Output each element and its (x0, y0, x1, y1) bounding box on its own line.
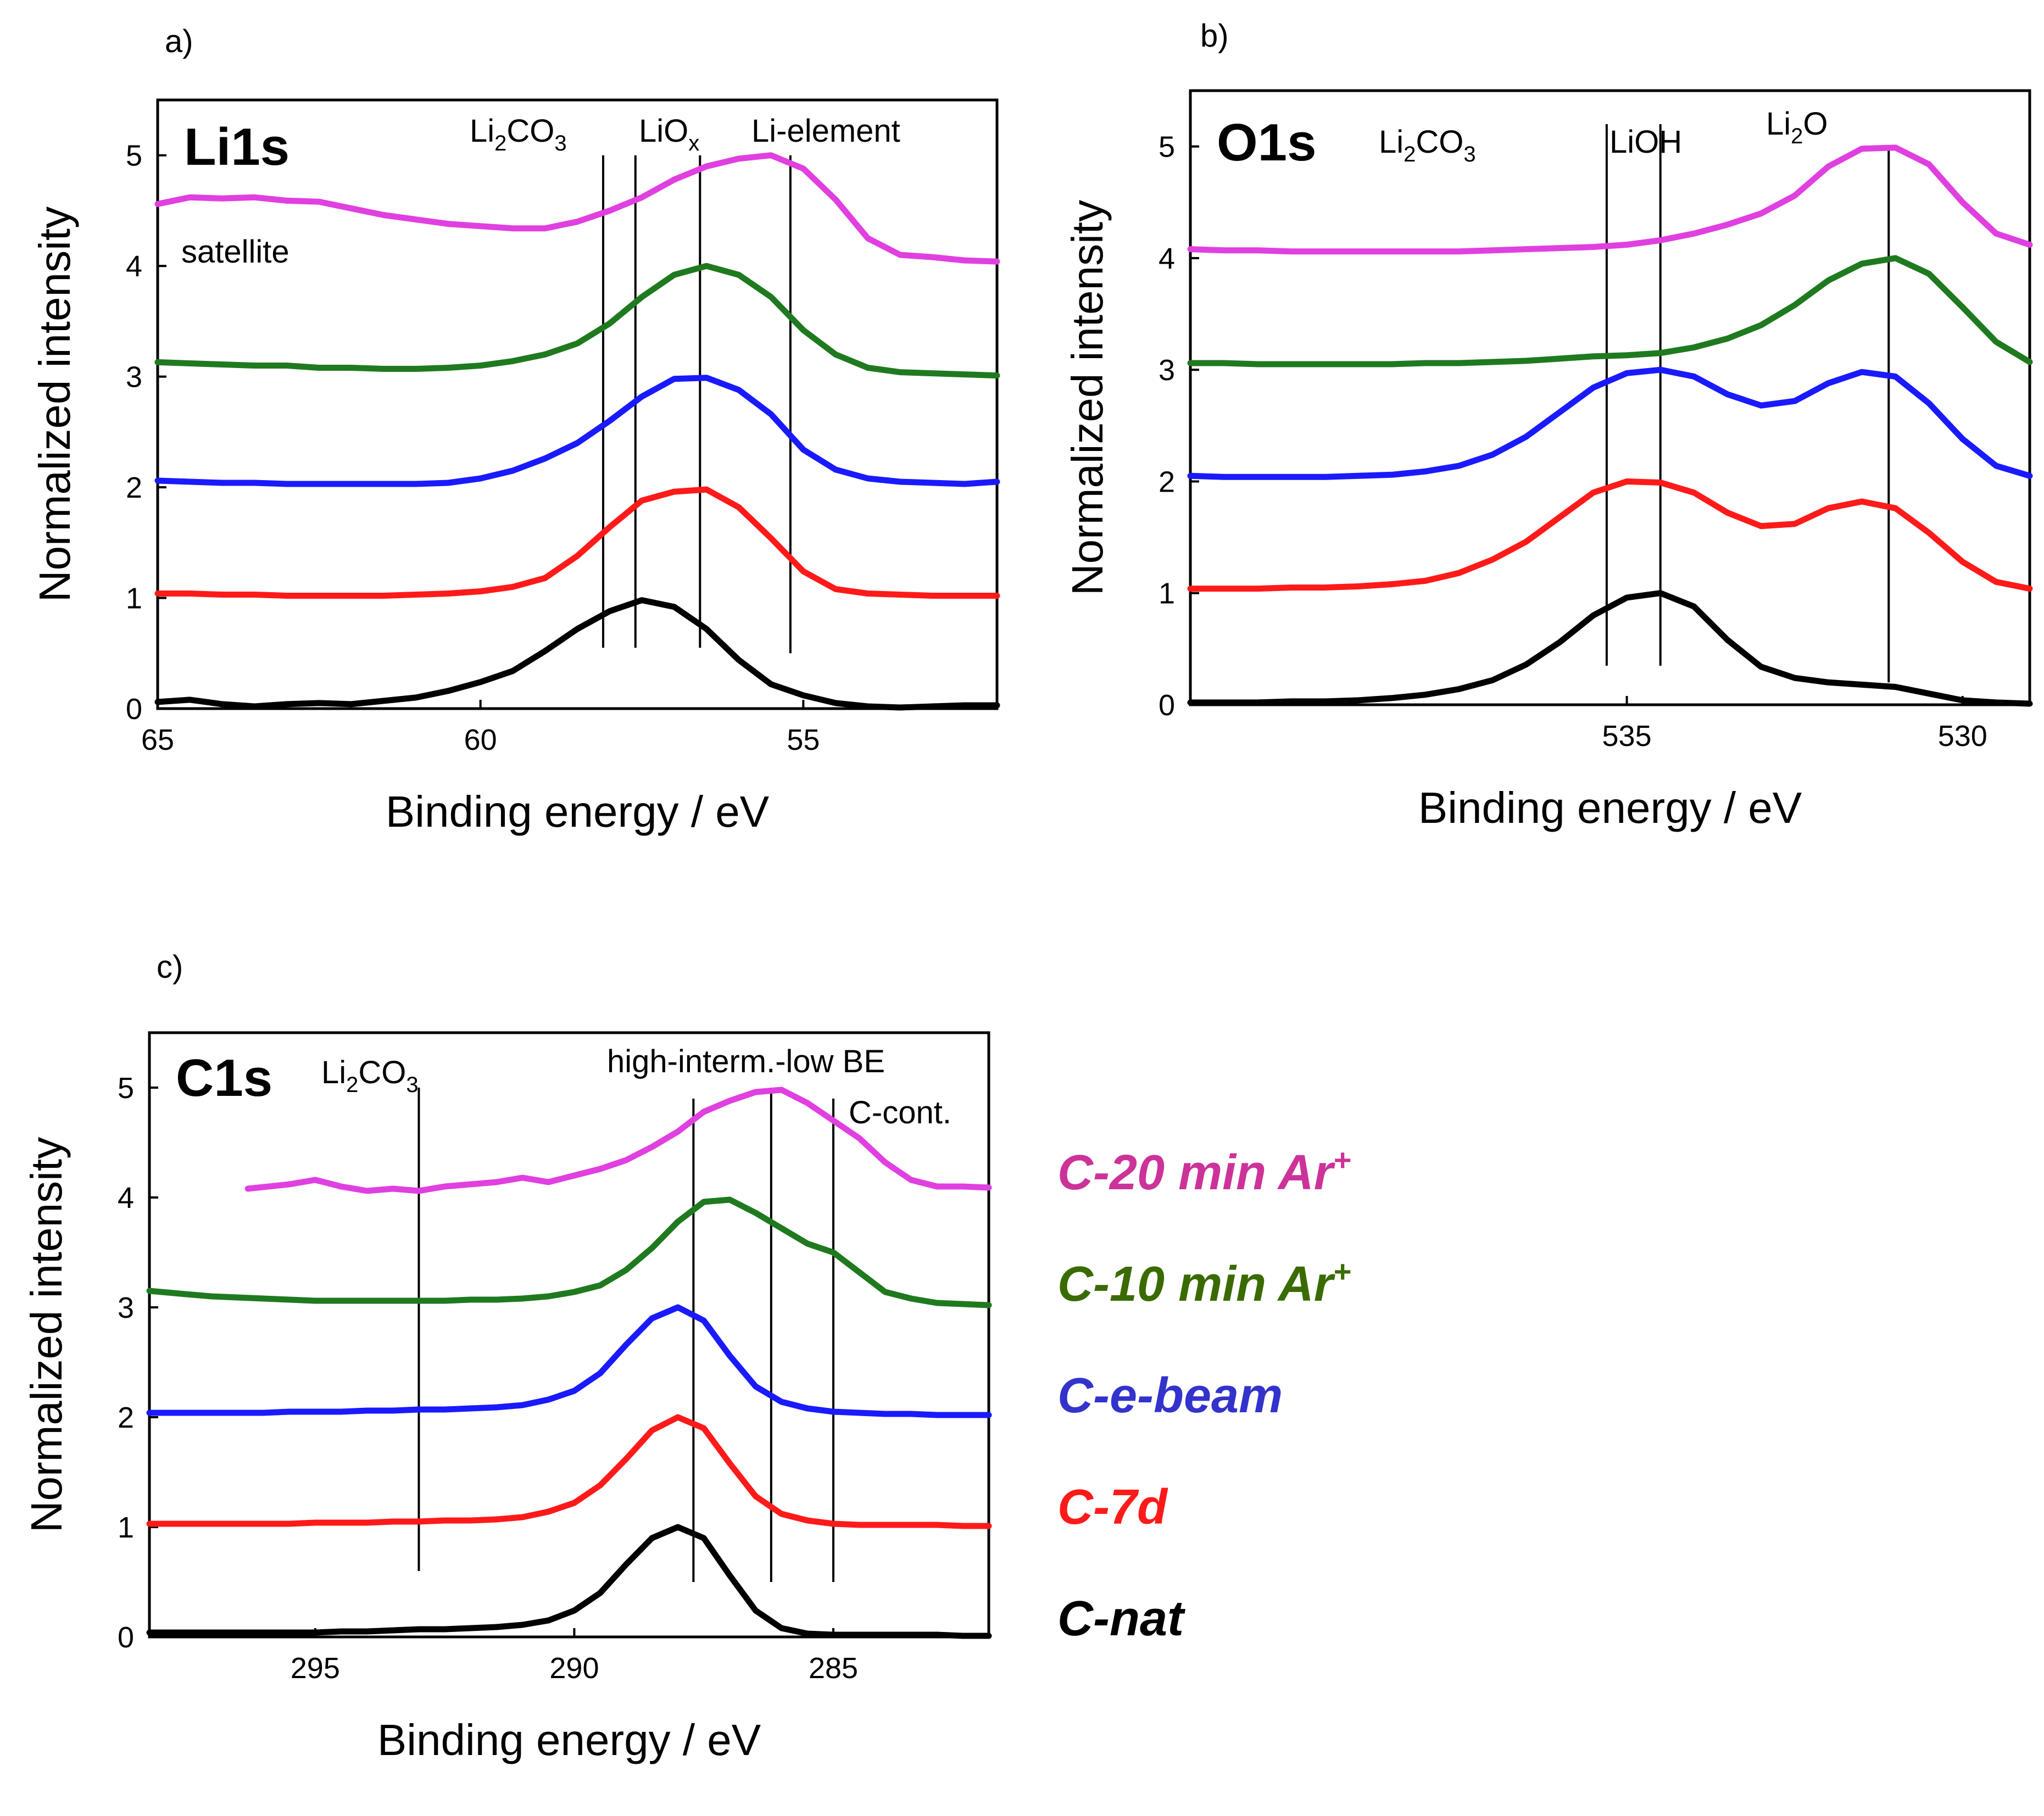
x-tick-label: 295 (291, 1652, 340, 1685)
peak-annotation: Li2CO3 (321, 1055, 419, 1097)
series-line-c-nat (154, 597, 1000, 711)
x-tick-label: 285 (809, 1652, 858, 1685)
legend-entry: C-20 min Ar+ (1057, 1143, 1351, 1200)
y-tick-label: 1 (126, 582, 142, 615)
y-axis-label: Normalized intensity (22, 1137, 71, 1533)
panel-label: a) (165, 24, 193, 59)
peak-annotation: LiOH (1609, 124, 1682, 160)
y-axis-label: Normalized intensity (30, 207, 79, 602)
series-line-c-20-min-ar- (154, 152, 1000, 265)
y-tick-label: 3 (118, 1291, 134, 1324)
plot-frame (1189, 89, 2031, 706)
y-tick-label: 4 (126, 250, 142, 283)
y-tick-label: 3 (126, 361, 142, 394)
series-line-c-7d (1187, 478, 2033, 592)
series-line-c-10-min-ar- (146, 1196, 992, 1308)
y-tick-label: 5 (126, 140, 142, 172)
y-tick-label: 5 (118, 1072, 134, 1105)
series-line-c-10-min-ar- (1187, 255, 2033, 367)
y-tick-label: 2 (1159, 465, 1175, 498)
y-tick-label: 4 (1159, 242, 1175, 275)
peak-annotation: LiOx (639, 113, 699, 155)
y-tick-label: 1 (1159, 577, 1175, 610)
series-line-c-20-min-ar- (244, 1087, 992, 1194)
y-tick-label: 0 (118, 1621, 134, 1654)
y-tick-label: 2 (118, 1401, 134, 1434)
series-line-c-e-beam (154, 375, 1000, 487)
series-line-c-e-beam (146, 1304, 992, 1418)
legend-entry: C-7d (1057, 1480, 1168, 1535)
series-line-c-e-beam (1187, 366, 2033, 480)
text-annotation: C-cont. (849, 1095, 951, 1130)
peak-annotation: Li2CO3 (470, 113, 567, 155)
legend-entry: C-nat (1057, 1591, 1186, 1646)
panel-li1s: a) 0 1 2 3 4 5 65 60 55 Binding energy / eV Normali… (30, 24, 1000, 836)
x-tick-label: 535 (1602, 720, 1652, 753)
panel-label: c) (157, 949, 183, 985)
panel-label: b) (1200, 18, 1229, 54)
panel-c1s: c) 0 1 2 3 4 5 295 290 285 Binding energy / eV Norm… (22, 949, 992, 1764)
y-tick-label: 3 (1159, 354, 1175, 387)
series-line-c-7d (154, 486, 1000, 599)
peak-annotation: Li-element (751, 113, 900, 149)
peak-annotation: Li2CO3 (1379, 124, 1476, 166)
x-tick-label: 290 (549, 1652, 599, 1685)
peak-annotation: Li2O (1766, 106, 1828, 148)
legend: C-20 min Ar+ C-10 min Ar+ C-e-beam C-7d C-na… (1057, 1143, 1351, 1646)
x-axis-label: Binding energy / eV (386, 787, 770, 836)
core-level-title: C1s (176, 1049, 272, 1107)
y-tick-label: 2 (126, 471, 142, 504)
y-tick-label: 0 (126, 693, 142, 726)
legend-entry: C-e-beam (1057, 1368, 1283, 1423)
plot-frame (148, 1031, 990, 1639)
plot-frame (156, 98, 999, 710)
series-line-c-10-min-ar- (154, 263, 1000, 379)
series-line-c-20-min-ar- (1187, 144, 2033, 255)
y-tick-label: 4 (118, 1182, 134, 1215)
x-axis-label: Binding energy / eV (1418, 783, 1802, 832)
text-annotation: satellite (181, 234, 289, 270)
x-axis-label: Binding energy / eV (377, 1715, 761, 1764)
series-line-c-nat (1187, 590, 2033, 707)
y-tick-label: 0 (1159, 689, 1175, 722)
x-tick-label: 55 (787, 723, 820, 756)
x-tick-label: 65 (141, 723, 174, 756)
text-annotation: high-interm.-low BE (607, 1044, 885, 1079)
y-tick-label: 5 (1159, 131, 1175, 164)
legend-entry: C-10 min Ar+ (1057, 1254, 1351, 1312)
y-axis-label: Normalized intensity (1063, 200, 1112, 595)
series-line-c-7d (146, 1414, 992, 1529)
core-level-title: O1s (1217, 113, 1316, 172)
series-line-c-nat (146, 1524, 992, 1639)
core-level-title: Li1s (184, 118, 289, 176)
y-tick-label: 1 (118, 1511, 134, 1544)
panel-o1s: b) 0 1 2 3 4 5 535 530 Binding energy / eV Normali… (1063, 18, 2033, 832)
x-tick-label: 60 (464, 723, 497, 756)
x-tick-label: 530 (1938, 720, 1987, 753)
